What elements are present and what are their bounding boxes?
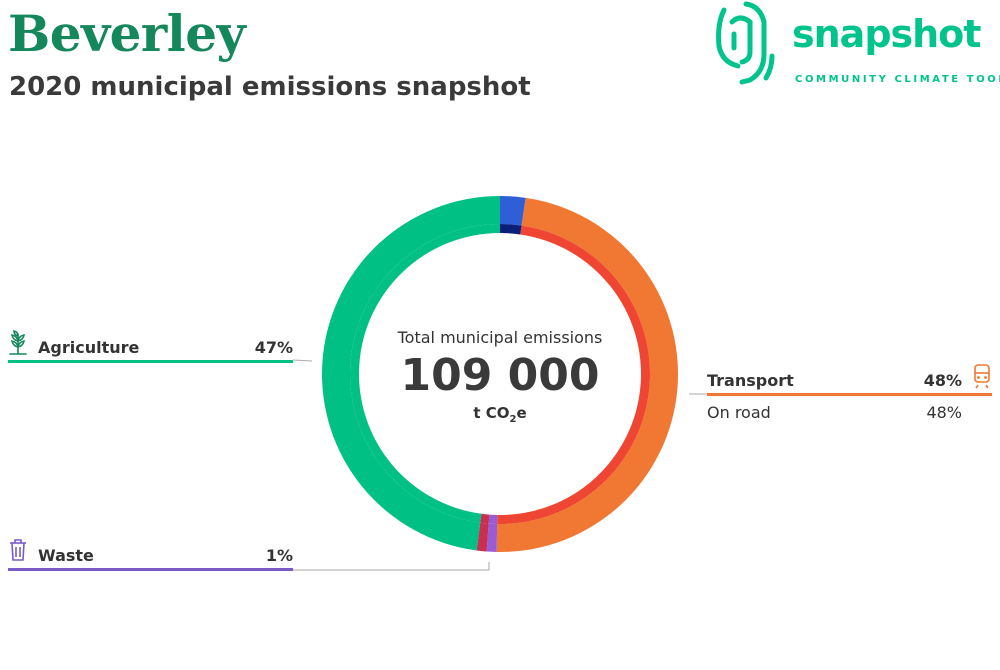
logo-tagline: COMMUNITY CLIMATE TOOL xyxy=(795,74,1000,85)
transport-label: Transport xyxy=(707,371,794,390)
outer-segment-3[interactable] xyxy=(476,522,489,552)
transport-percent: 48% xyxy=(923,371,962,390)
trash-can-icon xyxy=(10,539,26,561)
inner-segment-3[interactable] xyxy=(480,513,490,524)
outer-segment-0[interactable] xyxy=(500,196,526,226)
outer-segment-2[interactable] xyxy=(486,523,498,552)
agriculture-label: Agriculture xyxy=(38,338,140,357)
center-unit: t CO2e xyxy=(473,404,527,425)
outer-segment-1[interactable] xyxy=(496,197,679,552)
waste-legend-row[interactable]: Waste 1% xyxy=(8,539,293,571)
waste-color-bar xyxy=(8,568,293,571)
agriculture-leader-line xyxy=(292,359,313,362)
agriculture-color-bar xyxy=(8,360,293,363)
on-road-percent: 48% xyxy=(926,403,962,422)
leader-lines xyxy=(292,359,707,571)
center-total-value: 109 000 xyxy=(400,350,600,401)
inner-segment-0[interactable] xyxy=(500,224,522,235)
snapshot-logo: snapshot COMMUNITY CLIMATE TOOL xyxy=(712,0,1000,92)
wheat-icon xyxy=(9,330,27,355)
on-road-label: On road xyxy=(707,403,771,422)
transport-legend-row[interactable]: Transport 48% xyxy=(707,364,992,396)
logo-wordmark: snapshot xyxy=(792,12,981,56)
waste-percent: 1% xyxy=(265,546,293,565)
page-subtitle: 2020 municipal emissions snapshot xyxy=(9,72,531,102)
waste-leader-line xyxy=(293,562,490,571)
fingerprint-icon xyxy=(716,1,775,85)
center-label: Total municipal emissions xyxy=(397,328,603,347)
waste-label: Waste xyxy=(38,546,94,565)
outer-segment-4[interactable] xyxy=(321,196,500,551)
transport-color-bar xyxy=(707,393,992,396)
agriculture-percent: 47% xyxy=(254,338,293,357)
page-title: Beverley xyxy=(8,4,246,63)
transport-on-road-row[interactable]: On road 48% xyxy=(707,403,962,425)
train-icon xyxy=(974,364,990,389)
agriculture-legend-row[interactable]: Agriculture 47% xyxy=(8,330,293,363)
inner-segment-2[interactable] xyxy=(488,514,498,524)
